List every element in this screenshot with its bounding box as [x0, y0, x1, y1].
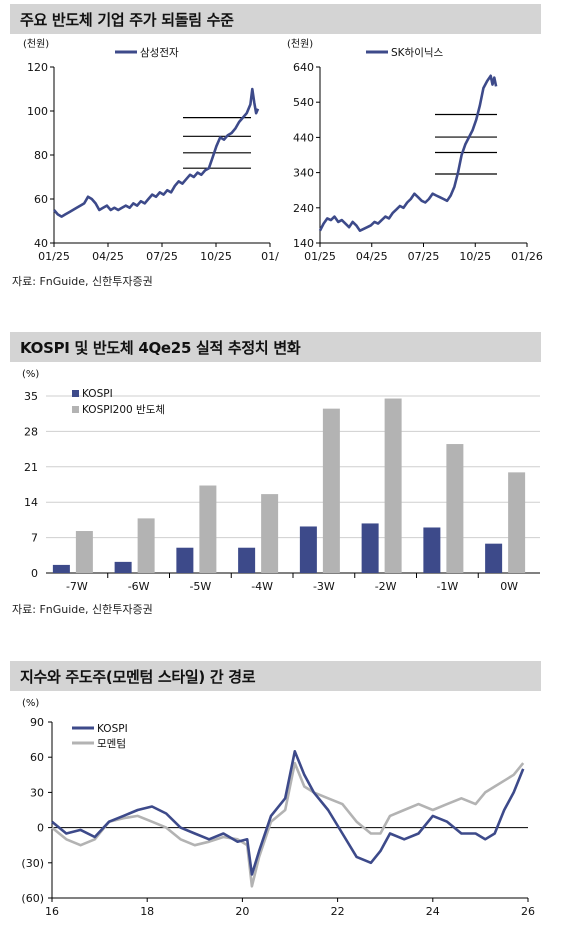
y-tick-label: 7	[31, 532, 38, 545]
section-1-title: 주요 반도체 기업 주가 되돌림 수준	[20, 11, 234, 29]
x-tick-label: 01/25	[304, 250, 336, 263]
y-tick-label: 14	[24, 496, 38, 509]
y-tick-label: 40	[34, 237, 48, 250]
x-tick-label: 07/25	[146, 250, 178, 263]
y-tick-label: 0	[37, 822, 44, 835]
bar-semiconductor	[446, 444, 464, 573]
skhynix-price-chart: 140 240 340 440 540 640 01/25 04/25 07/25 10/25 01…	[287, 38, 543, 263]
y-tick-label: 30	[30, 786, 44, 799]
x-tick-label: 18	[140, 905, 154, 918]
source-note-2: 자료: FnGuide, 신한투자증권	[12, 603, 153, 616]
legend-label: KOSPI	[82, 388, 113, 400]
series-line	[53, 87, 260, 218]
bar-kospi	[361, 523, 379, 573]
bar-semiconductor	[199, 485, 217, 573]
bar-semiconductor	[508, 472, 526, 573]
x-tick-label: -2W	[375, 580, 397, 593]
series-line-momentum	[51, 761, 525, 888]
x-tick-label: -5W	[189, 580, 211, 593]
unit-label: (%)	[22, 698, 39, 709]
x-tick-label: 04/25	[356, 250, 388, 263]
y-tick-label: 0	[31, 567, 38, 580]
x-tick-label: -1W	[436, 580, 458, 593]
legend-label: KOSPI200 반도체	[82, 404, 165, 416]
y-tick-label: 640	[293, 61, 314, 74]
x-tick-label: 01/	[261, 250, 279, 263]
unit-label: (천원)	[23, 38, 49, 50]
legend-label: 모멘텀	[97, 738, 126, 750]
y-tick-label: 90	[30, 716, 44, 729]
source-note-1: 자료: FnGuide, 신한투자증권	[12, 275, 153, 288]
series-line	[318, 74, 498, 232]
x-tick-label: -3W	[313, 580, 335, 593]
legend-label: KOSPI	[97, 723, 128, 735]
section-1-header: 주요 반도체 기업 주가 되돌림 수준	[10, 4, 541, 34]
bar-semiconductor	[137, 518, 155, 573]
earnings-revision-bar-chart: 0 7 14 21 28 35 -7W -6W -5W -4W -3W -2W -1W 0W (%) KOSP…	[22, 369, 540, 593]
x-tick-label: 10/25	[200, 250, 232, 263]
bar-kospi	[52, 564, 70, 573]
legend-swatch	[72, 390, 79, 397]
y-tick-label: 21	[24, 461, 38, 474]
bar-semiconductor	[75, 531, 93, 573]
x-tick-label: 26	[521, 905, 535, 918]
samsung-price-chart: 40 60 80 100 120 01/25 04/25 07/25 10/25 01/ (천원) 삼…	[23, 38, 279, 263]
x-tick-label: 24	[426, 905, 440, 918]
y-tick-label: 100	[27, 105, 48, 118]
x-tick-label: 22	[331, 905, 345, 918]
x-tick-label: 01/26	[511, 250, 543, 263]
legend-swatch	[72, 406, 79, 413]
unit-label: (%)	[22, 369, 39, 380]
y-tick-label: (30)	[21, 857, 44, 870]
x-tick-label: 16	[45, 905, 59, 918]
y-tick-label: 140	[293, 237, 314, 250]
bar-kospi	[299, 526, 317, 573]
bar-kospi	[485, 543, 503, 573]
y-tick-label: 240	[293, 202, 314, 215]
y-tick-label: 35	[24, 390, 38, 403]
section-3-title: 지수와 주도주(모멘텀 스타일) 간 경로	[20, 668, 256, 686]
bar-kospi	[423, 527, 441, 573]
x-tick-label: 0W	[500, 580, 518, 593]
x-tick-label: -7W	[66, 580, 88, 593]
section-2-header: KOSPI 및 반도체 4Qe25 실적 추정치 변화	[10, 332, 541, 362]
unit-label: (천원)	[287, 38, 313, 50]
x-tick-label: 07/25	[408, 250, 440, 263]
legend-label: SK하이닉스	[391, 46, 444, 59]
y-tick-label: 340	[293, 167, 314, 180]
x-tick-label: -6W	[128, 580, 150, 593]
x-tick-label: 20	[235, 905, 249, 918]
bar-semiconductor	[322, 408, 340, 573]
y-tick-label: (60)	[21, 892, 44, 905]
x-tick-label: 10/25	[459, 250, 491, 263]
x-tick-label: -4W	[251, 580, 273, 593]
y-tick-label: 80	[34, 149, 48, 162]
y-tick-label: 540	[293, 96, 314, 109]
bar-semiconductor	[384, 398, 402, 573]
y-tick-label: 60	[34, 193, 48, 206]
y-tick-label: 60	[30, 751, 44, 764]
x-tick-label: 01/25	[38, 250, 70, 263]
y-tick-label: 120	[27, 61, 48, 74]
y-tick-label: 440	[293, 131, 314, 144]
section-3-header: 지수와 주도주(모멘텀 스타일) 간 경로	[10, 661, 541, 691]
legend-label: 삼성전자	[140, 47, 179, 59]
series-line-kospi	[51, 749, 525, 876]
bar-semiconductor	[261, 494, 279, 573]
bar-kospi	[238, 547, 256, 573]
bar-kospi	[176, 547, 194, 573]
y-tick-label: 28	[24, 425, 38, 438]
x-tick-label: 04/25	[92, 250, 124, 263]
bar-kospi	[114, 561, 132, 573]
section-2-title: KOSPI 및 반도체 4Qe25 실적 추정치 변화	[20, 339, 301, 357]
